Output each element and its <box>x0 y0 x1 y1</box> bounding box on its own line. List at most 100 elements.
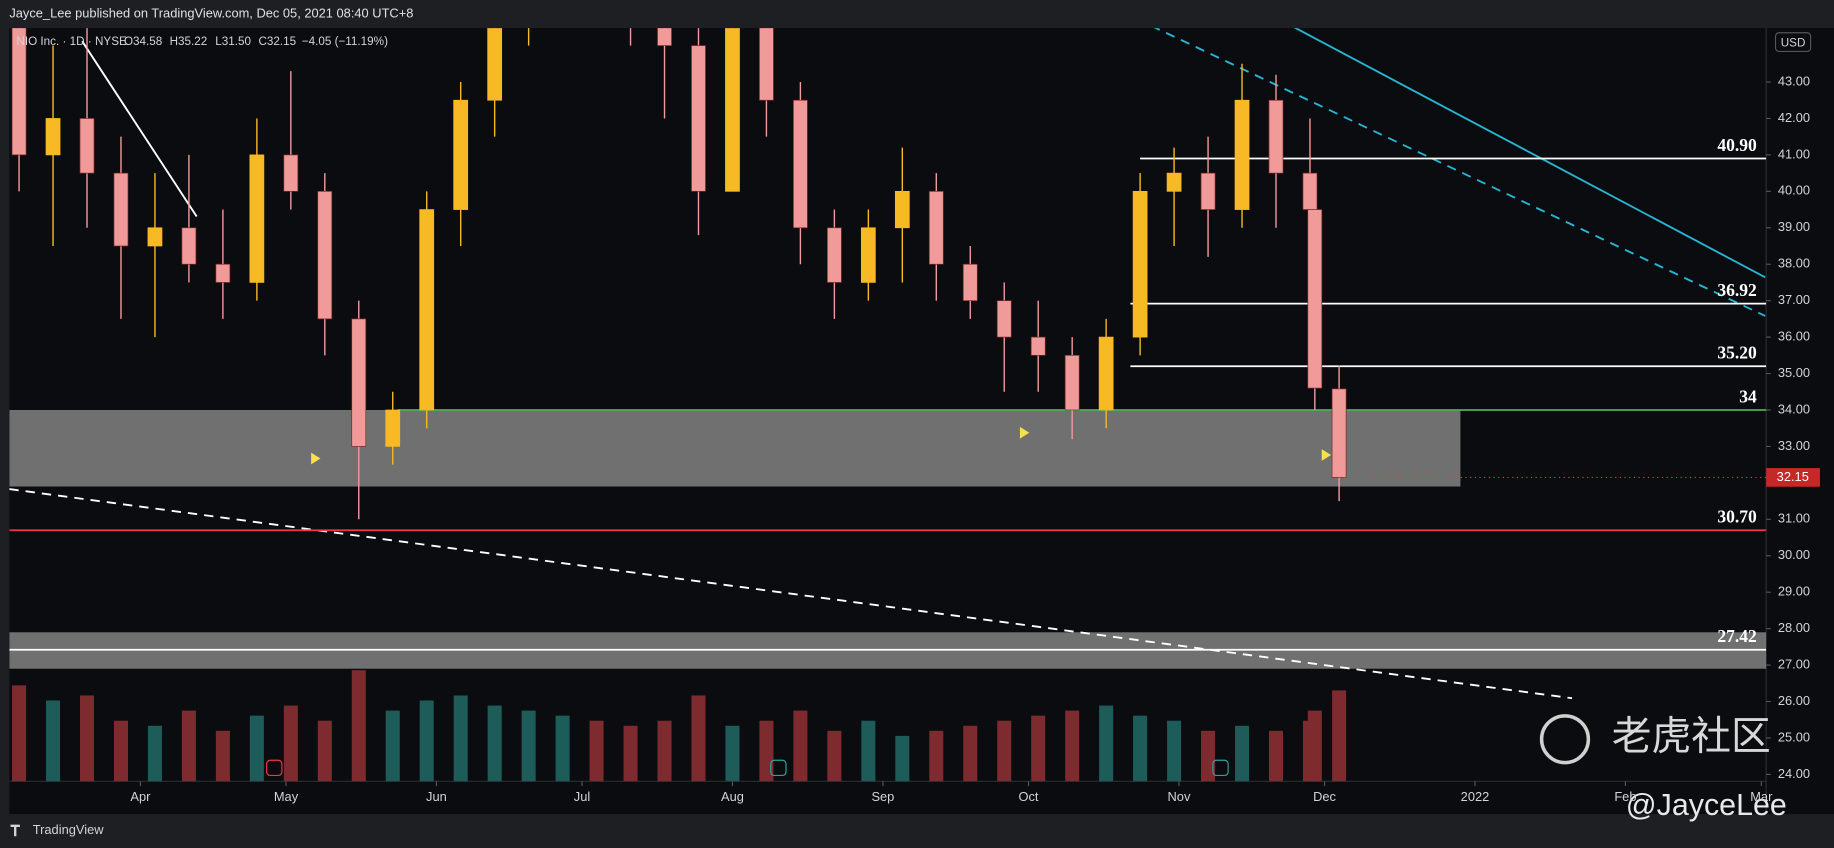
earnings-icon[interactable] <box>770 759 787 777</box>
candle-body <box>45 118 61 156</box>
x-tick-label: Jun <box>426 789 447 804</box>
volume-bar <box>79 695 95 782</box>
marker <box>311 452 321 465</box>
volume-bar <box>249 715 264 782</box>
x-tick-label: Feb <box>1614 789 1636 804</box>
y-tick-label: 42.00 <box>1778 110 1810 125</box>
candle-body <box>317 190 333 320</box>
candle-body <box>1098 336 1114 411</box>
volume-bar <box>1133 715 1148 782</box>
x-tick-label: May <box>274 789 299 804</box>
volume-bar <box>1099 705 1114 782</box>
volume-bar <box>283 705 298 782</box>
x-tick-label: Oct <box>1018 789 1038 804</box>
volume-bar <box>1065 710 1080 782</box>
legend: NIO Inc. · 1D · NYSE O34.58 H35.22 L31.5… <box>16 35 388 48</box>
candle-body <box>1307 209 1323 389</box>
volume-bar <box>46 700 61 782</box>
earnings-icon[interactable] <box>266 759 283 777</box>
level-label: 30.70 <box>1717 507 1757 527</box>
y-tick-label: 33.00 <box>1778 438 1810 453</box>
candle-body <box>11 28 27 156</box>
candle-body <box>385 409 401 447</box>
candle-body <box>657 28 672 46</box>
y-tick-label: 34.00 <box>1778 401 1810 416</box>
y-tick-label: 30.00 <box>1778 547 1810 562</box>
legend-symbol: NIO Inc. · 1D · NYSE <box>16 35 127 48</box>
x-tick-label: 2022 <box>1461 789 1490 804</box>
candle-body <box>827 227 842 283</box>
currency-box[interactable] <box>1774 32 1812 53</box>
y-tick-label: 40.00 <box>1778 183 1810 198</box>
volume-bar <box>589 720 604 782</box>
trendline <box>1153 28 1766 317</box>
candle-body <box>1268 99 1284 174</box>
volume-bar <box>419 700 434 782</box>
volume-bar <box>1332 690 1347 782</box>
candle-body <box>283 154 299 192</box>
earnings-icon[interactable] <box>1212 759 1229 777</box>
volume-bar <box>1307 710 1322 782</box>
y-tick-label: 39.00 <box>1778 219 1810 234</box>
volume-bar <box>317 720 332 782</box>
volume-bar <box>895 735 910 782</box>
y-tick-label: 31.00 <box>1778 511 1810 526</box>
price-axis <box>1766 28 1834 815</box>
publish-info: Jayce_Lee published on TradingView.com, … <box>9 5 413 20</box>
watermark-site: 老虎社区 <box>1612 715 1771 759</box>
candle-body <box>1331 388 1347 478</box>
y-tick-label: 43.00 <box>1778 73 1810 88</box>
candle-body <box>793 99 808 229</box>
x-tick-label: Jul <box>574 789 590 804</box>
candle-body <box>1030 336 1046 356</box>
last-price-label: 32.15 <box>1777 469 1809 484</box>
level-label: 35.20 <box>1717 343 1757 363</box>
trendline <box>1293 28 1766 279</box>
volume-bar <box>827 730 842 782</box>
candle-body <box>113 172 129 247</box>
candle-body <box>487 28 503 101</box>
watermark-logo <box>1539 714 1591 765</box>
candle-body <box>453 99 469 210</box>
candle-body <box>725 28 740 192</box>
volume-bar <box>147 725 162 782</box>
y-tick-label: 35.00 <box>1778 365 1810 380</box>
volume-bar <box>691 695 706 782</box>
volume-bar <box>657 720 672 782</box>
x-tick-label: Aug <box>721 789 744 804</box>
y-tick-label: 37.00 <box>1778 292 1810 307</box>
currency[interactable]: USD <box>1781 36 1806 49</box>
marker <box>1019 426 1030 439</box>
level-label: 36.92 <box>1717 280 1757 300</box>
volume-bar <box>963 725 978 782</box>
y-tick-label: 25.00 <box>1778 729 1810 744</box>
candle-body <box>928 190 944 265</box>
brand: TradingView <box>33 822 104 837</box>
volume-bar <box>929 730 944 782</box>
volume-bar <box>793 710 808 782</box>
legend-open: O34.58 <box>124 35 162 48</box>
candle-body <box>351 318 367 447</box>
candle-body <box>1132 190 1148 338</box>
volume-bar <box>487 705 502 782</box>
volume-bar <box>759 720 774 782</box>
candle-body <box>1234 99 1250 210</box>
y-tick-label: 36.00 <box>1778 328 1810 343</box>
candle-body <box>1064 354 1080 411</box>
x-tick-label: Sep <box>871 789 894 804</box>
candle-body <box>1166 172 1182 192</box>
volume-bar <box>1268 730 1284 782</box>
volume-bar <box>623 725 638 782</box>
marker <box>1321 449 1332 461</box>
time-axis <box>9 781 1767 815</box>
legend-low: L31.50 <box>215 35 251 48</box>
level-label: 34 <box>1739 386 1757 406</box>
y-tick-label: 26.00 <box>1778 693 1810 708</box>
brand-logo <box>10 824 20 837</box>
volume-bar <box>215 730 230 782</box>
candle-body <box>894 190 910 229</box>
volume-bar <box>12 685 27 782</box>
x-tick-label: Dec <box>1313 789 1336 804</box>
level-label: 27.42 <box>1717 626 1757 646</box>
candle-body <box>215 263 231 283</box>
